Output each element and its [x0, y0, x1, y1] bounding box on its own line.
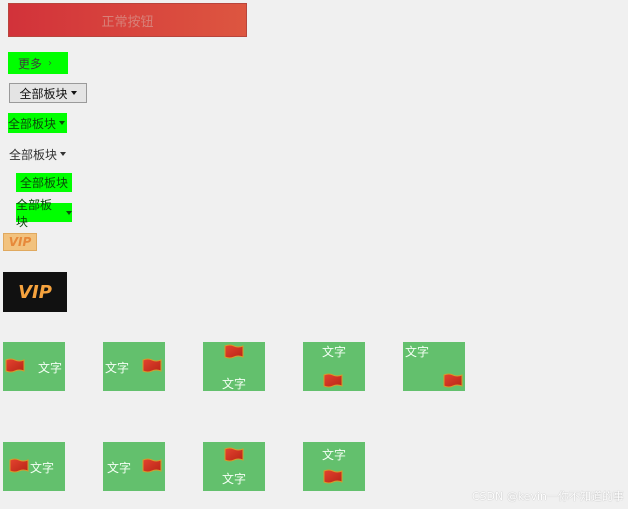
chevron-down-icon [60, 152, 67, 156]
all-blocks-button[interactable]: 全部板块 [16, 173, 72, 192]
flag-icon [224, 447, 244, 462]
text-icon-card-right-tight[interactable]: 文字 [103, 442, 165, 491]
all-blocks-label: 全部板块 [9, 147, 58, 162]
chevron-down-icon [66, 210, 72, 215]
card-label: 文字 [222, 377, 247, 391]
all-blocks-label: 全部板块 [16, 197, 53, 229]
all-blocks-dropdown-green-2[interactable]: 全部板块 [16, 198, 72, 229]
flag-icon [224, 344, 244, 359]
normal-button[interactable]: 正常按钮 [8, 3, 247, 37]
card-label: 文字 [322, 448, 347, 462]
flag-icon [443, 373, 463, 388]
flag-icon [323, 373, 343, 388]
text-top-icon-bottom-card[interactable]: 文字 [303, 342, 365, 391]
icon-text-card-left[interactable]: 文字 [3, 342, 65, 391]
more-button[interactable]: 更多 › [8, 52, 68, 74]
icon-top-text-bottom-card-tight[interactable]: 文字 [203, 442, 265, 491]
flag-icon [5, 358, 25, 373]
card-label: 文字 [405, 345, 430, 359]
card-label: 文字 [222, 472, 247, 486]
flag-icon [142, 358, 162, 373]
card-label: 文字 [107, 461, 132, 475]
normal-button-label: 正常按钮 [101, 14, 154, 30]
card-label: 文字 [30, 461, 55, 475]
flag-icon [323, 469, 343, 484]
all-blocks-label: 全部板块 [19, 176, 68, 190]
chevron-down-icon [70, 91, 77, 95]
card-label: 文字 [38, 361, 63, 375]
text-top-icon-bottom-card-tight[interactable]: 文字 [303, 442, 365, 491]
vip-badge-label: VIP [8, 235, 32, 249]
chevron-down-icon [59, 121, 66, 125]
card-label: 文字 [322, 345, 347, 359]
all-blocks-label: 全部板块 [8, 116, 57, 131]
csdn-watermark: CSDN @kevin一你不知道的事 [471, 490, 624, 503]
chevron-right-icon: › [48, 57, 53, 69]
all-blocks-dropdown-gray[interactable]: 全部板块 [9, 83, 87, 103]
all-blocks-label: 全部板块 [19, 86, 68, 101]
vip-badge-label: VIP [18, 281, 52, 303]
icon-text-card-left-tight[interactable]: 文字 [3, 442, 65, 491]
vip-badge-large[interactable]: VIP [3, 272, 67, 312]
flag-icon [9, 458, 29, 473]
all-blocks-dropdown-plain[interactable]: 全部板块 [9, 144, 79, 164]
all-blocks-dropdown-green[interactable]: 全部板块 [8, 113, 67, 133]
card-label: 文字 [105, 361, 130, 375]
flag-icon [142, 458, 162, 473]
icon-top-text-bottom-card[interactable]: 文字 [203, 342, 265, 391]
text-topleft-icon-bottomright-card[interactable]: 文字 [403, 342, 465, 391]
more-button-label: 更多 [18, 56, 43, 71]
text-icon-card-right[interactable]: 文字 [103, 342, 165, 391]
vip-badge-small[interactable]: VIP [3, 233, 37, 251]
